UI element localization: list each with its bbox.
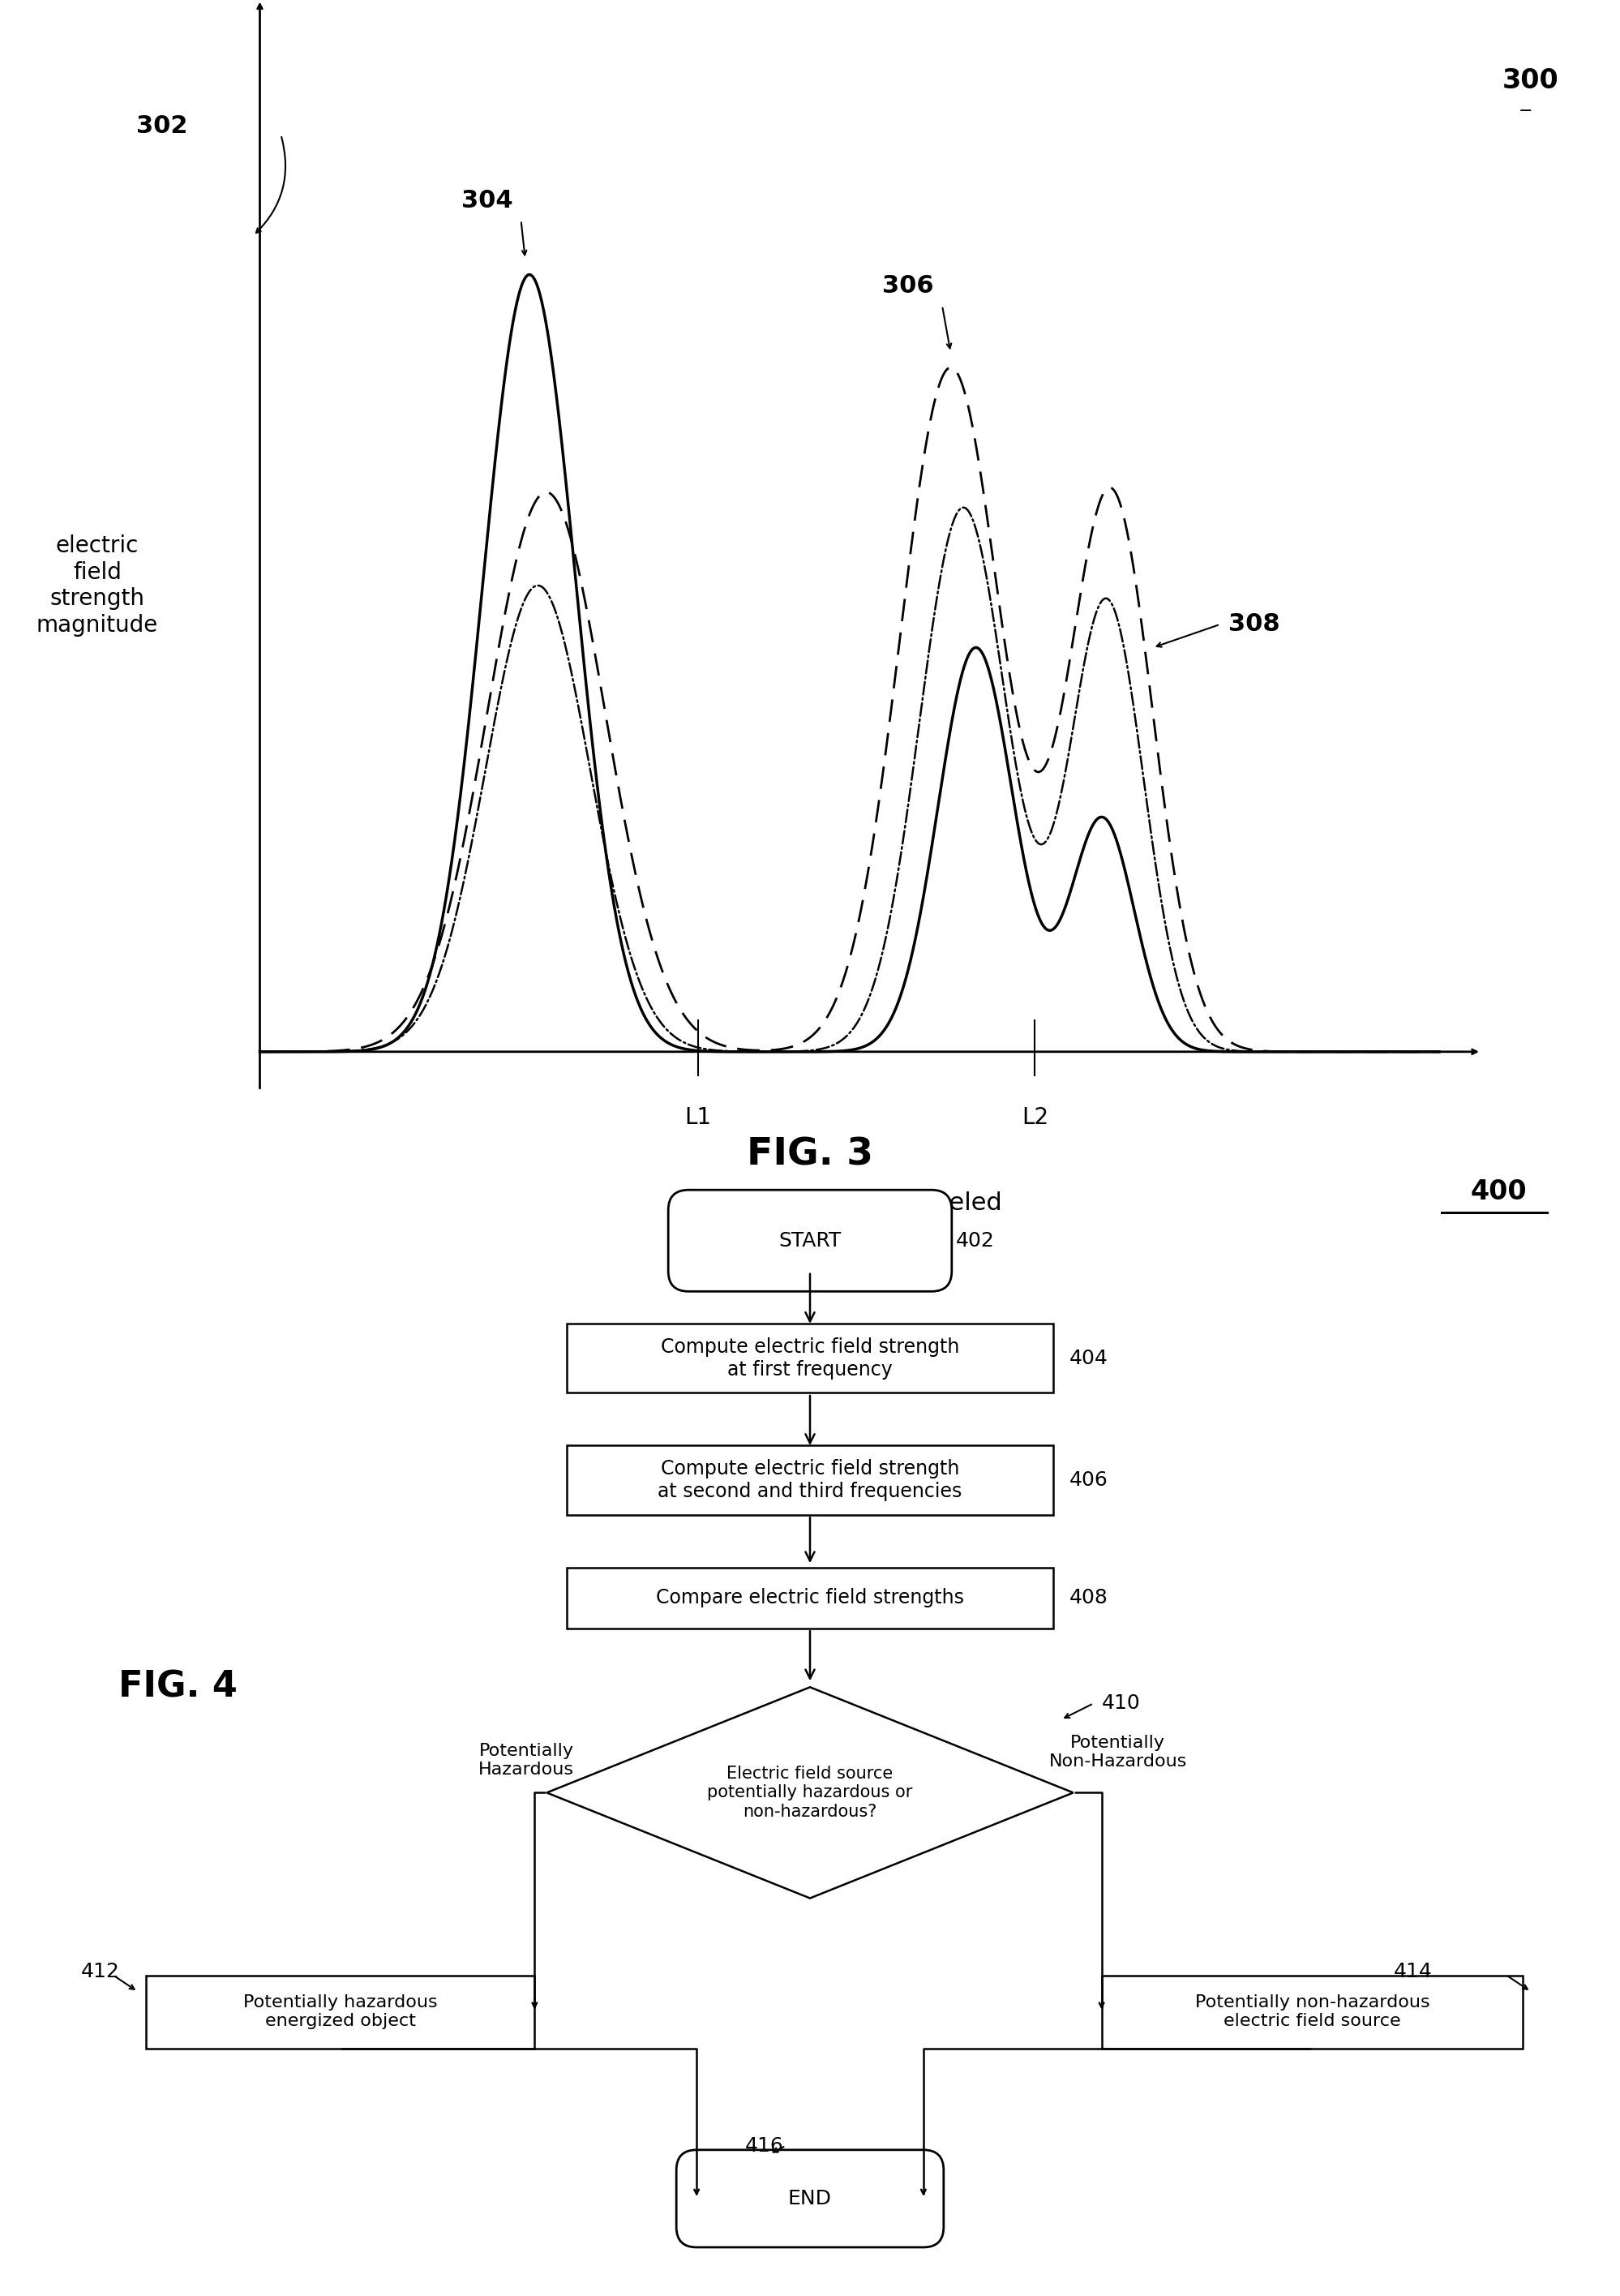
FancyBboxPatch shape (146, 1975, 535, 2048)
Text: Distance Traveled: Distance Traveled (781, 1192, 1001, 1215)
Text: END: END (787, 2188, 833, 2209)
Text: Compute electric field strength
at second and third frequencies: Compute electric field strength at secon… (658, 1460, 962, 1502)
Text: 402: 402 (956, 1231, 995, 1251)
Text: Compare electric field strengths: Compare electric field strengths (656, 1589, 964, 1607)
Text: 400: 400 (1471, 1178, 1526, 1205)
Text: Potentially non-hazardous
electric field source: Potentially non-hazardous electric field… (1196, 1995, 1429, 2030)
Text: FIG. 3: FIG. 3 (747, 1137, 873, 1173)
FancyBboxPatch shape (669, 1189, 953, 1290)
Text: 406: 406 (1069, 1469, 1108, 1490)
Text: L2: L2 (1022, 1107, 1048, 1130)
Text: START: START (779, 1231, 841, 1251)
FancyBboxPatch shape (677, 2149, 943, 2248)
Text: 306: 306 (883, 276, 933, 298)
FancyBboxPatch shape (567, 1325, 1053, 1394)
Text: 412: 412 (81, 1961, 120, 1981)
Text: Potentially
Hazardous: Potentially Hazardous (478, 1743, 575, 1777)
Text: 416: 416 (745, 2135, 784, 2156)
Text: Compute electric field strength
at first frequency: Compute electric field strength at first… (661, 1336, 959, 1380)
FancyBboxPatch shape (567, 1568, 1053, 1628)
Text: 302: 302 (136, 115, 188, 138)
Text: electric
field
strength
magnitude: electric field strength magnitude (36, 535, 159, 636)
Polygon shape (548, 1688, 1074, 1899)
Text: L1: L1 (685, 1107, 711, 1130)
Text: Electric field source
potentially hazardous or
non-hazardous?: Electric field source potentially hazard… (708, 1766, 912, 1821)
Text: 414: 414 (1393, 1961, 1432, 1981)
Text: Potentially hazardous
energized object: Potentially hazardous energized object (243, 1995, 437, 2030)
Text: 308: 308 (1228, 613, 1280, 636)
FancyBboxPatch shape (567, 1446, 1053, 1515)
FancyBboxPatch shape (1102, 1975, 1523, 2048)
Text: FIG. 4: FIG. 4 (118, 1669, 238, 1704)
Text: 410: 410 (1102, 1694, 1140, 1713)
Text: 304: 304 (462, 188, 512, 214)
Text: 300: 300 (1503, 67, 1558, 94)
Text: 408: 408 (1069, 1589, 1108, 1607)
Text: Potentially
Non-Hazardous: Potentially Non-Hazardous (1048, 1733, 1187, 1770)
Text: 404: 404 (1069, 1348, 1108, 1368)
